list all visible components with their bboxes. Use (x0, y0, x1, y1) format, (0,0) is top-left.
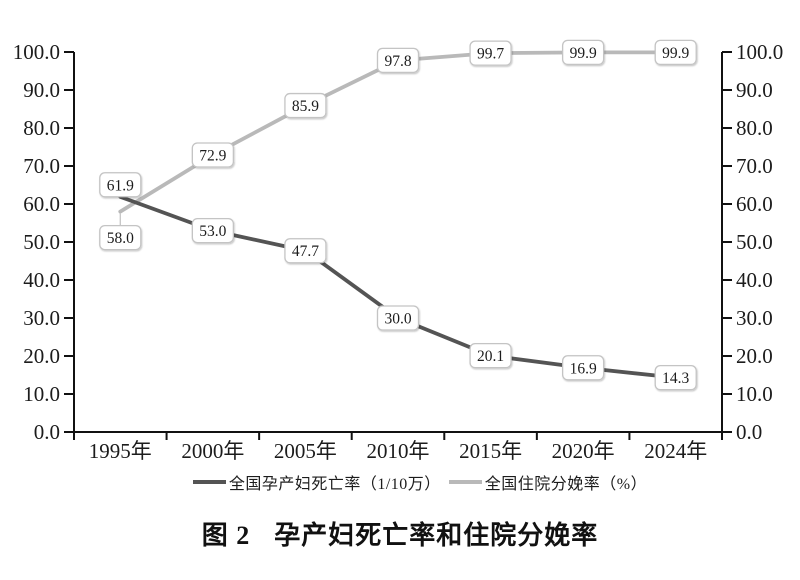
x-category-label: 2020年 (552, 439, 615, 463)
y-tick-label-right: 90.0 (736, 78, 773, 102)
data-label-box (99, 224, 142, 251)
data-label-box (284, 238, 327, 264)
y-tick-label-left: 30.0 (23, 306, 60, 330)
data-label-value: 99.9 (662, 45, 689, 62)
legend-label-hospital-delivery: 全国住院分娩率（%） (484, 476, 648, 493)
x-category-label: 1995年 (89, 439, 152, 463)
line-chart: 0.0 0.0 10.0 10.0 20.0 20.0 30.0 30.0 40.0 40.0 50… (13, 39, 783, 463)
y-tick-label-right: 20.0 (736, 344, 773, 368)
y-tick-label-left: 50.0 (23, 230, 60, 254)
y-tick-label-left: 100.0 (13, 40, 60, 64)
data-label-value: 47.7 (292, 243, 319, 260)
y-tick-label-left: 10.0 (23, 382, 60, 406)
data-label-box (654, 39, 697, 66)
data-label-value: 61.9 (107, 177, 134, 194)
y-tick-label-right: 80.0 (736, 116, 773, 140)
legend-label-maternal-mortality: 全国孕产妇死亡率（1/10万） (228, 476, 441, 493)
data-label-value: 85.9 (292, 98, 319, 115)
y-tick-label-left: 70.0 (23, 154, 60, 178)
data-label-box (376, 47, 420, 74)
x-category-label: 2000年 (181, 439, 244, 463)
y-tick-label-right: 60.0 (736, 192, 773, 216)
x-category-label: 2010年 (367, 439, 430, 463)
x-category-label: 2024年 (644, 439, 707, 463)
x-category-label: 2015年 (459, 439, 522, 463)
y-tick-label-right: 10.0 (736, 382, 773, 406)
data-label-box (561, 39, 605, 66)
data-label-value: 20.1 (477, 348, 504, 365)
data-label-box (561, 355, 605, 381)
figure-caption-number: 图 2 (201, 521, 251, 550)
data-label-value: 16.9 (570, 360, 597, 377)
legend-item-maternal-mortality: 全国孕产妇死亡率（1/10万） (192, 470, 441, 494)
y-tick-label-right: 70.0 (736, 154, 773, 178)
y-tick-label-left: 20.0 (23, 344, 60, 368)
legend-line-swatch-maternal-mortality (192, 480, 226, 484)
y-tick-label-right: 50.0 (736, 230, 773, 254)
y-tick-label-left: 90.0 (23, 78, 60, 102)
hospital-delivery-line (118, 50, 678, 214)
y-tick-label-right: 30.0 (736, 306, 773, 330)
x-category-label: 2005年 (274, 439, 337, 463)
data-label-box (191, 142, 235, 168)
data-label-value: 72.9 (199, 147, 226, 164)
y-tick-label-left: 80.0 (23, 116, 60, 140)
data-label-box (469, 342, 512, 369)
data-label-value: 14.3 (662, 370, 689, 387)
data-label-value: 58.0 (107, 230, 134, 247)
y-tick-label-left: 60.0 (23, 192, 60, 216)
data-label-value: 53.0 (199, 223, 226, 240)
data-label-value: 97.8 (384, 53, 411, 70)
data-label-box (284, 92, 327, 119)
figure-caption: 图 2 孕产妇死亡率和住院分娩率 (0, 515, 800, 552)
data-label-value: 99.9 (570, 45, 597, 62)
legend-line-swatch-hospital-delivery (448, 480, 482, 484)
data-label-value: 99.7 (477, 46, 504, 63)
data-label-box (469, 40, 512, 66)
data-label-box (376, 305, 420, 331)
legend-item-hospital-delivery: 全国住院分娩率（%） (448, 470, 648, 494)
y-tick-label-right: 40.0 (736, 268, 773, 292)
data-label-box (191, 217, 235, 244)
figure-caption-title: 孕产妇死亡率和住院分娩率 (274, 521, 599, 550)
y-tick-label-left: 0.0 (34, 420, 60, 444)
data-label-box (99, 172, 142, 198)
y-tick-label-right: 0.0 (736, 420, 762, 444)
data-label-box (654, 365, 697, 391)
data-label-value: 30.0 (384, 311, 411, 328)
chart-legend: 全国孕产妇死亡率（1/10万） 全国住院分娩率（%） (20, 470, 800, 494)
y-tick-label-right: 100.0 (736, 40, 783, 64)
y-tick-label-left: 40.0 (23, 268, 60, 292)
